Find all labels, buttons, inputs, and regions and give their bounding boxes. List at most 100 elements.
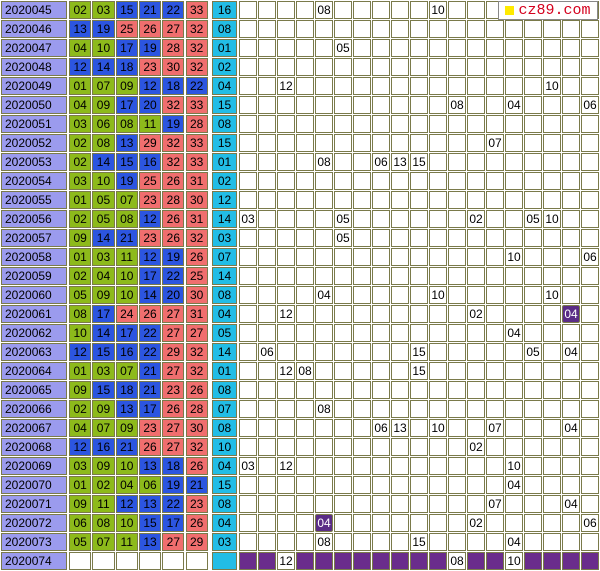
trend-empty-cell <box>239 248 257 266</box>
period-cell: 2020062 <box>1 324 67 342</box>
trend-empty-cell <box>296 229 314 247</box>
trend-hit-cell: 08 <box>448 552 466 570</box>
trend-empty-cell <box>239 172 257 190</box>
trend-empty-cell <box>448 267 466 285</box>
trend-empty-cell <box>334 343 352 361</box>
blue-ball-cell: 04 <box>212 457 237 475</box>
red-ball-cell: 23 <box>138 419 162 437</box>
red-ball-cell: 25 <box>185 267 208 285</box>
trend-empty-cell <box>543 305 561 323</box>
trend-empty-cell <box>372 172 390 190</box>
trend-empty-cell <box>581 77 599 95</box>
trend-empty-cell <box>277 172 295 190</box>
trend-empty-cell <box>410 248 428 266</box>
trend-empty-cell <box>277 191 295 209</box>
trend-hit-cell: 03 <box>239 457 257 475</box>
red-ball-cell <box>162 552 185 570</box>
trend-empty-cell <box>524 400 542 418</box>
red-ball-cell: 26 <box>162 229 185 247</box>
trend-empty-cell <box>391 210 409 228</box>
trend-empty-cell <box>524 476 542 494</box>
trend-empty-cell <box>467 115 485 133</box>
red-ball-cell: 29 <box>138 134 162 152</box>
trend-empty-cell <box>429 115 447 133</box>
trend-empty-cell <box>258 495 276 513</box>
blue-ball-cell: 02 <box>212 58 237 76</box>
trend-empty-cell <box>543 476 561 494</box>
trend-empty-cell <box>296 1 314 19</box>
trend-hit-cell: 10 <box>543 77 561 95</box>
trend-empty-cell <box>334 476 352 494</box>
trend-empty-cell <box>448 400 466 418</box>
trend-empty-cell <box>410 1 428 19</box>
trend-empty-cell <box>505 305 523 323</box>
red-ball-cell: 22 <box>138 324 162 342</box>
red-ball-cell: 05 <box>69 533 92 551</box>
trend-empty-cell <box>543 343 561 361</box>
red-ball-cell: 01 <box>69 476 92 494</box>
trend-empty-cell <box>562 77 580 95</box>
trend-empty-cell <box>334 514 352 532</box>
red-ball-cell: 15 <box>92 343 115 361</box>
trend-empty-cell <box>372 134 390 152</box>
trend-empty-cell <box>467 77 485 95</box>
period-cell: 2020066 <box>1 400 67 418</box>
red-ball-cell: 07 <box>115 191 138 209</box>
trend-empty-cell <box>505 514 523 532</box>
trend-empty-cell <box>258 438 276 456</box>
trend-empty-cell <box>239 1 257 19</box>
trend-empty-cell <box>581 457 599 475</box>
red-ball-cell: 09 <box>92 400 115 418</box>
trend-empty-cell <box>353 134 371 152</box>
trend-empty-cell <box>296 96 314 114</box>
trend-hit-cell: 05 <box>334 39 352 57</box>
trend-empty-cell <box>524 552 542 570</box>
trend-empty-cell <box>467 267 485 285</box>
red-ball-cell: 08 <box>115 210 138 228</box>
trend-empty-cell <box>410 77 428 95</box>
red-ball-cell: 13 <box>138 457 162 475</box>
trend-empty-cell <box>239 229 257 247</box>
trend-empty-cell <box>581 172 599 190</box>
trend-empty-cell <box>334 552 352 570</box>
trend-empty-cell <box>277 1 295 19</box>
red-ball-cell: 09 <box>92 96 115 114</box>
trend-empty-cell <box>239 362 257 380</box>
trend-empty-cell <box>277 96 295 114</box>
trend-empty-cell <box>391 552 409 570</box>
trend-empty-cell <box>239 476 257 494</box>
period-cell: 2020047 <box>1 39 67 57</box>
trend-empty-cell <box>562 438 580 456</box>
red-ball-cell: 19 <box>162 248 185 266</box>
trend-empty-cell <box>258 77 276 95</box>
red-ball-cell: 13 <box>138 495 162 513</box>
logo-text: cz89.com <box>518 2 591 19</box>
trend-empty-cell <box>315 495 333 513</box>
red-ball-cell: 15 <box>115 1 138 19</box>
blue-ball-cell: 04 <box>212 305 237 323</box>
trend-empty-cell <box>581 153 599 171</box>
trend-empty-cell <box>562 20 580 38</box>
trend-empty-cell <box>277 533 295 551</box>
period-cell: 2020049 <box>1 77 67 95</box>
red-ball-cell: 10 <box>115 514 138 532</box>
blue-ball-cell: 15 <box>212 134 237 152</box>
trend-empty-cell <box>315 20 333 38</box>
red-ball-cell: 07 <box>115 362 138 380</box>
trend-empty-cell <box>334 153 352 171</box>
trend-empty-cell <box>410 191 428 209</box>
trend-empty-cell <box>239 39 257 57</box>
red-ball-cell: 26 <box>162 210 185 228</box>
trend-empty-cell <box>581 343 599 361</box>
trend-empty-cell <box>315 419 333 437</box>
period-cell: 2020064 <box>1 362 67 380</box>
trend-empty-cell <box>467 96 485 114</box>
trend-empty-cell <box>448 362 466 380</box>
trend-empty-cell <box>353 343 371 361</box>
blue-ball-cell: 04 <box>212 514 237 532</box>
trend-empty-cell <box>372 324 390 342</box>
trend-empty-cell <box>353 495 371 513</box>
trend-empty-cell <box>410 476 428 494</box>
red-ball-cell: 03 <box>92 362 115 380</box>
trend-empty-cell <box>562 191 580 209</box>
